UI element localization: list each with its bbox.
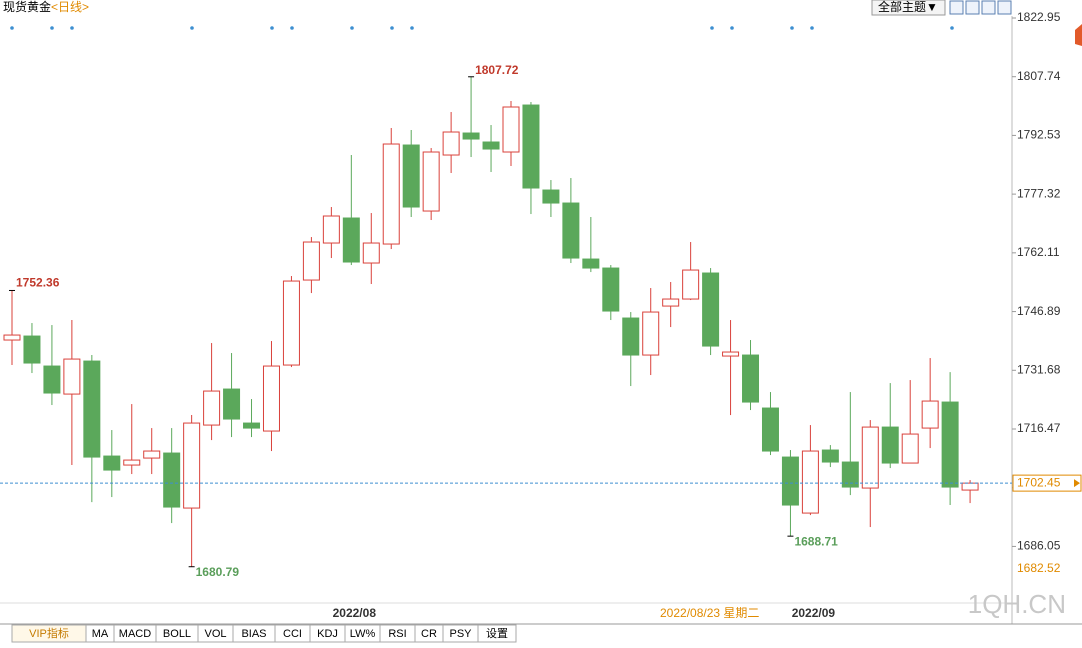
- tab-label[interactable]: CCI: [283, 628, 302, 640]
- last-price-box: [1012, 474, 1082, 492]
- candle-body: [821, 449, 839, 463]
- last-price-arrow: [1074, 479, 1080, 488]
- candle-body: [442, 131, 460, 156]
- candle-body: [961, 482, 979, 491]
- corner-icon: [1075, 24, 1082, 46]
- tab-label[interactable]: 设置: [486, 627, 508, 640]
- extreme-label: 1752.36: [16, 276, 60, 290]
- tool-icon[interactable]: [949, 0, 964, 15]
- candle-body: [83, 360, 101, 458]
- candle-body: [63, 358, 81, 395]
- candle-body: [322, 215, 340, 244]
- x-tick-label: 2022/09: [792, 606, 836, 620]
- last-price-label: 1702.45: [1017, 475, 1061, 489]
- y-tick-label: 1792.53: [1017, 128, 1061, 142]
- theme-button-label[interactable]: 全部主题▼: [878, 0, 938, 14]
- cursor-date-label: 2022/08/23 星期二: [660, 606, 759, 620]
- candle-body: [302, 241, 320, 281]
- y-tick-label: 1716.47: [1017, 421, 1061, 435]
- candle-body: [183, 422, 201, 509]
- tool-icon[interactable]: [981, 0, 996, 15]
- y-tick-label: 1822.95: [1017, 10, 1061, 24]
- tab-label[interactable]: VOL: [204, 628, 226, 640]
- candle-body: [622, 317, 640, 356]
- tool-icons: [949, 0, 1012, 15]
- candle-body: [43, 365, 61, 394]
- candle-body: [262, 365, 280, 432]
- tab-label[interactable]: LW%: [350, 628, 376, 640]
- candle-body: [702, 272, 720, 347]
- candle-body: [921, 400, 939, 429]
- candle-body: [3, 334, 21, 341]
- candle-body: [642, 311, 660, 356]
- chart-title: 现货黄金: [3, 0, 51, 14]
- y-tick-label: 1762.11: [1017, 245, 1060, 259]
- candle-body: [841, 461, 859, 488]
- y-tick-label: 1807.74: [1017, 69, 1061, 83]
- candle-body: [282, 280, 300, 366]
- tab-label[interactable]: BOLL: [163, 628, 191, 640]
- tool-icon[interactable]: [997, 0, 1012, 15]
- candle-body: [243, 422, 261, 429]
- extreme-label: 1688.71: [794, 534, 838, 548]
- tab-label[interactable]: RSI: [388, 628, 406, 640]
- tab-label[interactable]: CR: [421, 628, 437, 640]
- chart-subtitle[interactable]: <日线>: [51, 0, 89, 14]
- tab-label[interactable]: MACD: [119, 628, 151, 640]
- candle-body: [23, 335, 41, 364]
- candle-body: [362, 242, 380, 264]
- y-tick-label: 1686.05: [1017, 539, 1061, 553]
- tab-label[interactable]: PSY: [449, 628, 472, 640]
- candle-body: [542, 189, 560, 204]
- y-tick-label: 1777.32: [1017, 186, 1061, 200]
- x-tick-label: 2022/08: [333, 606, 377, 620]
- candle-body: [502, 106, 520, 153]
- candle-body: [342, 217, 360, 263]
- tab-label[interactable]: VIP指标: [29, 626, 69, 640]
- candle-body: [382, 143, 400, 245]
- tab-label[interactable]: BIAS: [241, 628, 266, 640]
- candle-body: [223, 388, 241, 420]
- candle-body: [722, 351, 740, 357]
- candle-body: [682, 269, 700, 300]
- theme-button[interactable]: [871, 0, 946, 16]
- event-markers: [10, 26, 954, 30]
- candle-body: [422, 151, 440, 212]
- extreme-label: 1680.79: [196, 565, 240, 579]
- watermark: 1QH.CN: [968, 589, 1066, 619]
- candle-body: [662, 298, 680, 307]
- candle-body: [163, 452, 181, 508]
- candle-body: [941, 401, 959, 488]
- candle-body: [103, 455, 121, 471]
- tab-bar: VIP指标 MA MACD BOLL VOL BIAS CCI KDJ LW% RSI CR PSY 设…: [11, 624, 517, 643]
- y-tick-label: 1746.89: [1017, 304, 1061, 318]
- extreme-label: 1807.72: [475, 63, 519, 77]
- scale-bottom-label: 1682.52: [1017, 561, 1061, 575]
- tab-label[interactable]: MA: [92, 628, 109, 640]
- tool-icon[interactable]: [965, 0, 980, 15]
- candle-body: [781, 456, 799, 506]
- candle-body: [462, 132, 480, 140]
- candle-body: [143, 450, 161, 459]
- candle-body: [562, 202, 580, 259]
- candle-body: [742, 354, 760, 403]
- candle-body: [522, 104, 540, 189]
- tab[interactable]: [477, 624, 517, 643]
- candle-body: [482, 141, 500, 150]
- tab-label[interactable]: KDJ: [317, 628, 338, 640]
- candle-body: [123, 459, 141, 466]
- candle-body: [602, 267, 620, 312]
- candle-body: [203, 390, 221, 426]
- candle-body: [861, 426, 879, 489]
- candle-body: [901, 433, 919, 464]
- candle-body: [582, 258, 600, 269]
- candle-body: [881, 426, 899, 464]
- candle-body: [761, 407, 779, 452]
- y-tick-label: 1731.68: [1017, 362, 1061, 376]
- candle-body: [402, 144, 420, 208]
- candle-body: [801, 450, 819, 514]
